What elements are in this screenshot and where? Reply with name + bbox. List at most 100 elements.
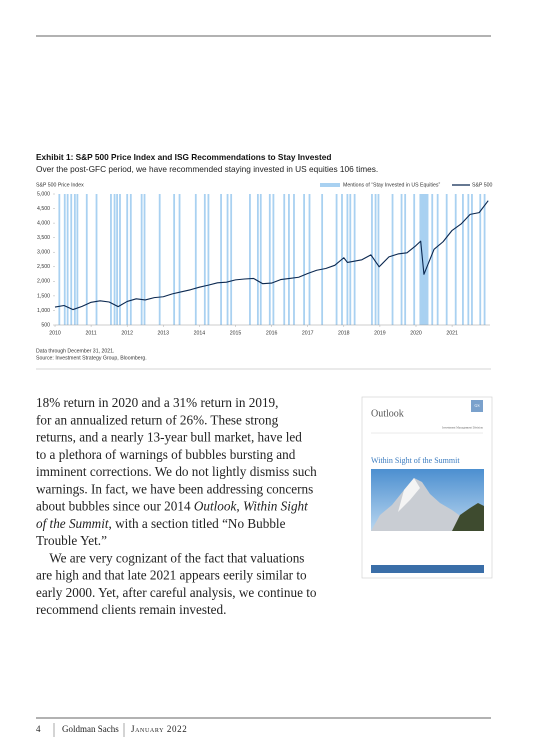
text-run: returns, and a nearly 13-year bull marke… bbox=[36, 430, 302, 445]
logo-text: GS bbox=[474, 403, 479, 408]
y-tick-label: 4,000 bbox=[37, 220, 50, 226]
x-tick-label: 2020 bbox=[410, 330, 422, 336]
mention-bar bbox=[426, 194, 429, 325]
mention-bar bbox=[173, 194, 176, 325]
text-run: imminent corrections. We do not lightly … bbox=[36, 464, 317, 479]
body-line: warnings. In fact, we have been addressi… bbox=[36, 481, 313, 496]
cover: Outlook GS Investment Management Divisio… bbox=[361, 396, 493, 579]
y-tick-label: 3,500 bbox=[37, 235, 50, 241]
x-tick-label: 2018 bbox=[338, 330, 350, 336]
mention-bar bbox=[404, 194, 407, 325]
cover-division: Investment Management Division bbox=[442, 426, 483, 430]
mention-bar bbox=[143, 194, 146, 325]
mention-bar bbox=[462, 194, 464, 325]
text-run: , with a section titled “No Bubble bbox=[109, 516, 286, 531]
body-line: Trouble Yet.” bbox=[36, 533, 107, 548]
mention-bar bbox=[178, 194, 181, 325]
x-tick-label: 2016 bbox=[266, 330, 278, 336]
body-line: of the Summit, with a section titled “No… bbox=[36, 516, 286, 531]
mention-bar bbox=[140, 194, 143, 325]
mention-bar bbox=[95, 194, 98, 325]
mention-bar bbox=[423, 194, 426, 325]
mention-bar bbox=[400, 194, 403, 325]
mention-bar bbox=[66, 194, 69, 325]
mention-bar bbox=[230, 194, 233, 325]
mention-bar bbox=[220, 194, 222, 325]
mention-bar bbox=[256, 194, 259, 325]
text-run: Outlook bbox=[194, 499, 238, 514]
x-tick-label: 2012 bbox=[121, 330, 133, 336]
body-line: early 2000. Yet, after careful analysis,… bbox=[36, 585, 317, 600]
legend-label: Mentions of “Stay Invested in US Equitie… bbox=[343, 182, 440, 188]
mention-bar bbox=[85, 194, 88, 325]
mention-bar bbox=[272, 194, 275, 325]
mention-bar bbox=[420, 194, 423, 325]
x-tick-label: 2017 bbox=[302, 330, 314, 336]
body-line: for an annualized return of 26%. These s… bbox=[36, 412, 279, 427]
text-run: 18% return in 2020 and a 31% return in 2… bbox=[36, 395, 278, 410]
text-run: Trouble Yet.” bbox=[36, 533, 107, 548]
body-line: about bubbles since our 2014 Outlook, Wi… bbox=[36, 499, 308, 514]
x-tick-label: 2019 bbox=[374, 330, 386, 336]
mention-bar bbox=[471, 194, 473, 325]
mention-bar bbox=[419, 194, 422, 325]
snow bbox=[398, 478, 420, 512]
y-tick-label: 4,500 bbox=[37, 206, 50, 212]
text-run: about bubbles since our 2014 bbox=[36, 499, 194, 514]
page-number: 4 bbox=[36, 724, 41, 734]
text-run: , bbox=[236, 499, 243, 514]
body-text: 18% return in 2020 and a 31% return in 2… bbox=[36, 395, 317, 617]
mention-bar bbox=[335, 194, 338, 325]
body-line: imminent corrections. We do not lightly … bbox=[36, 464, 317, 479]
mention-bar bbox=[303, 194, 305, 325]
y-tick-label: 2,000 bbox=[37, 279, 50, 285]
mention-bar bbox=[249, 194, 251, 325]
body-line: to a plethora of warnings of bubbles bur… bbox=[36, 447, 296, 462]
y-tick-label: 2,500 bbox=[37, 264, 50, 270]
text-run: for an annualized return of 26%. These s… bbox=[36, 412, 279, 427]
mention-bar bbox=[321, 194, 324, 325]
mention-bar bbox=[374, 194, 377, 325]
mention-bar bbox=[268, 194, 271, 325]
footer-brand: Goldman Sachs bbox=[62, 724, 119, 734]
text-run: of the Summit bbox=[36, 516, 109, 531]
x-tick-label: 2010 bbox=[49, 330, 61, 336]
cover-title: Outlook bbox=[371, 408, 404, 419]
mention-bar bbox=[425, 194, 428, 325]
price-line bbox=[54, 200, 489, 311]
text-run: warnings. In fact, we have been addressi… bbox=[36, 481, 313, 496]
mention-bar bbox=[283, 194, 286, 325]
mention-bar bbox=[116, 194, 118, 325]
text-run: We are very cognizant of the fact that v… bbox=[36, 550, 304, 565]
mention-bar bbox=[76, 194, 79, 325]
mention-bar bbox=[203, 194, 206, 325]
mention-bar bbox=[58, 194, 61, 325]
x-tick-label: 2014 bbox=[194, 330, 206, 336]
body-line: 18% return in 2020 and a 31% return in 2… bbox=[36, 395, 278, 410]
footer-date: January 2022 bbox=[131, 724, 187, 734]
body-line: are high and that late 2021 appears eeri… bbox=[36, 568, 307, 583]
y-tick-label: 1,000 bbox=[37, 308, 50, 314]
x-tick-label: 2021 bbox=[446, 330, 458, 336]
legend-label: S&P 500 bbox=[472, 182, 492, 188]
exhibit-title: Exhibit 1: S&P 500 Price Index and ISG R… bbox=[36, 152, 331, 162]
mention-bar bbox=[288, 194, 290, 325]
mention-bar bbox=[454, 194, 457, 325]
x-tick-label: 2013 bbox=[158, 330, 170, 336]
mention-bar bbox=[479, 194, 482, 325]
body-line: recommend clients remain invested. bbox=[36, 602, 226, 617]
mention-bar bbox=[259, 194, 262, 325]
note: Source: Investment Strategy Group, Bloom… bbox=[36, 355, 147, 361]
mention-bar bbox=[413, 194, 416, 325]
mention-bar bbox=[129, 194, 132, 325]
text-run: early 2000. Yet, after careful analysis,… bbox=[36, 585, 317, 600]
mention-bar bbox=[70, 194, 73, 325]
mention-bar bbox=[158, 194, 161, 325]
x-tick-label: 2015 bbox=[230, 330, 242, 336]
mountain bbox=[371, 478, 484, 531]
y-tick-label: 1,500 bbox=[37, 293, 50, 299]
mention-bar bbox=[353, 194, 356, 325]
x-tick-label: 2011 bbox=[86, 330, 97, 336]
mention-bar bbox=[445, 194, 448, 325]
